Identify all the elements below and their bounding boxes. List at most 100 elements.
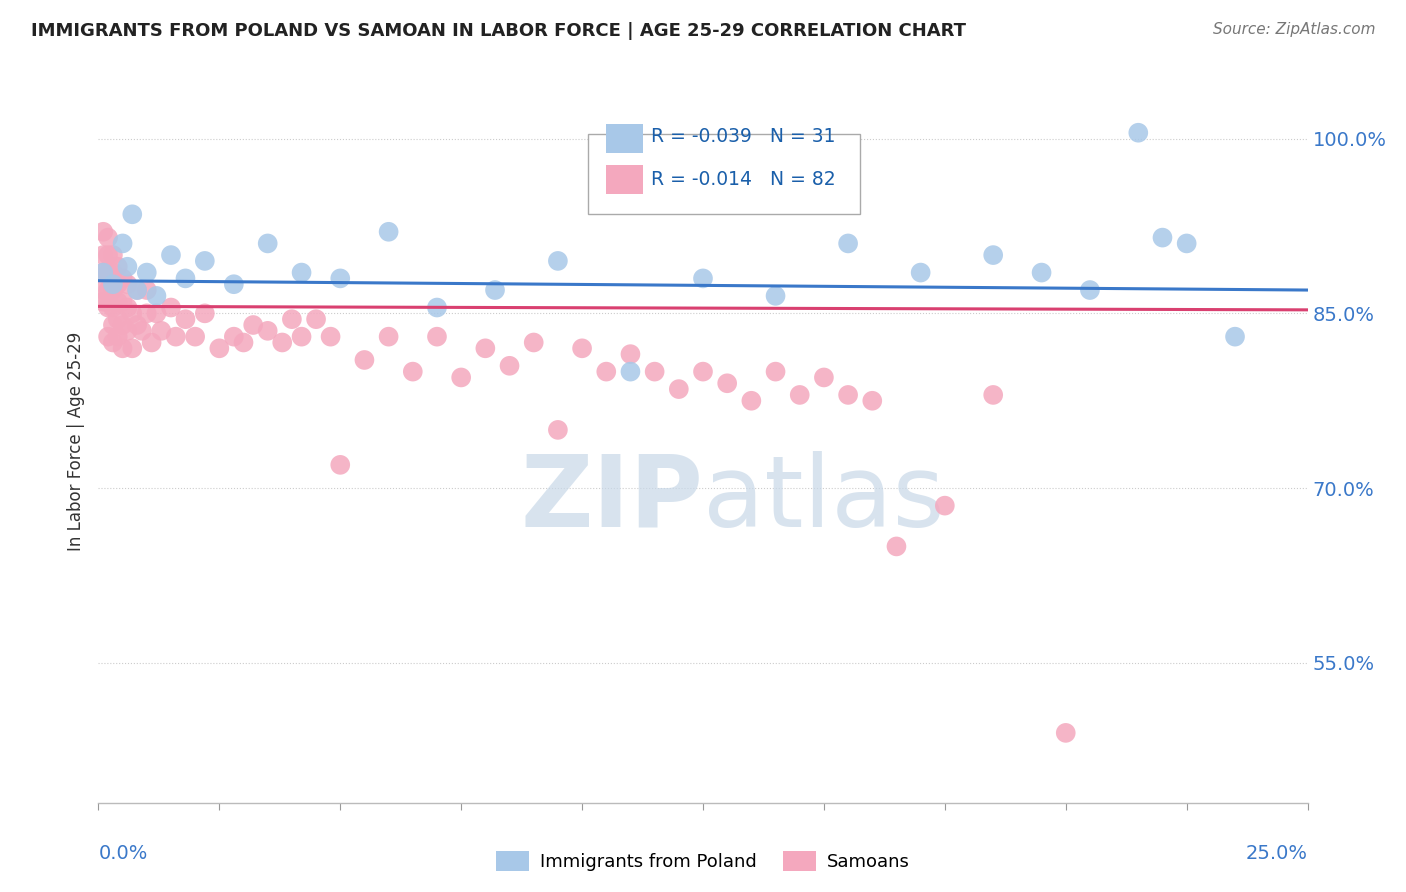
- Point: [194, 306, 217, 320]
- Point: [1031, 266, 1053, 280]
- Point: [208, 341, 231, 355]
- Text: Source: ZipAtlas.com: Source: ZipAtlas.com: [1212, 22, 1375, 37]
- Point: [1223, 329, 1246, 343]
- Point: [692, 271, 714, 285]
- Point: [91, 266, 114, 280]
- Point: [117, 277, 139, 292]
- Point: [145, 289, 167, 303]
- FancyBboxPatch shape: [606, 165, 643, 194]
- Point: [740, 393, 762, 408]
- Text: IMMIGRANTS FROM POLAND VS SAMOAN IN LABOR FORCE | AGE 25-29 CORRELATION CHART: IMMIGRANTS FROM POLAND VS SAMOAN IN LABO…: [31, 22, 966, 40]
- Point: [498, 359, 520, 373]
- Point: [329, 458, 352, 472]
- Point: [426, 301, 449, 315]
- Y-axis label: In Labor Force | Age 25-29: In Labor Force | Age 25-29: [67, 332, 86, 551]
- Point: [910, 266, 932, 280]
- Point: [860, 393, 883, 408]
- Point: [837, 236, 859, 251]
- Text: R = -0.014   N = 82: R = -0.014 N = 82: [651, 169, 835, 189]
- Point: [232, 335, 254, 350]
- Point: [619, 347, 641, 361]
- Point: [281, 312, 304, 326]
- Point: [101, 301, 124, 315]
- Point: [141, 335, 163, 350]
- Point: [127, 318, 149, 332]
- Point: [97, 283, 120, 297]
- Point: [242, 318, 264, 332]
- Point: [305, 312, 328, 326]
- Point: [107, 260, 129, 274]
- Point: [523, 335, 546, 350]
- Point: [377, 329, 399, 343]
- Point: [101, 335, 124, 350]
- Point: [644, 365, 666, 379]
- Point: [107, 277, 129, 292]
- Point: [101, 277, 124, 292]
- Point: [813, 370, 835, 384]
- Point: [107, 329, 129, 343]
- Point: [886, 540, 908, 554]
- Point: [107, 312, 129, 326]
- Point: [97, 294, 120, 309]
- Point: [450, 370, 472, 384]
- Text: 0.0%: 0.0%: [98, 844, 148, 863]
- Point: [127, 283, 149, 297]
- Point: [765, 289, 787, 303]
- Point: [111, 318, 134, 332]
- Point: [184, 329, 207, 343]
- Point: [402, 365, 425, 379]
- Point: [97, 230, 120, 244]
- Point: [97, 248, 120, 262]
- Point: [101, 248, 124, 262]
- Point: [117, 260, 139, 274]
- Text: R = -0.039   N = 31: R = -0.039 N = 31: [651, 128, 835, 146]
- Point: [121, 207, 143, 221]
- Point: [353, 353, 375, 368]
- Point: [290, 329, 312, 343]
- Point: [1054, 726, 1077, 740]
- Point: [668, 382, 690, 396]
- Point: [981, 248, 1004, 262]
- Point: [271, 335, 294, 350]
- Point: [97, 266, 120, 280]
- Point: [547, 423, 569, 437]
- Point: [127, 283, 149, 297]
- Text: 25.0%: 25.0%: [1246, 844, 1308, 863]
- Point: [121, 341, 143, 355]
- Point: [474, 341, 496, 355]
- Point: [290, 266, 312, 280]
- Point: [91, 283, 114, 297]
- Point: [111, 341, 134, 355]
- Point: [765, 365, 787, 379]
- Point: [194, 254, 217, 268]
- Point: [1175, 236, 1198, 251]
- Point: [692, 365, 714, 379]
- Point: [91, 248, 114, 262]
- Point: [135, 306, 157, 320]
- Point: [377, 225, 399, 239]
- Point: [101, 318, 124, 332]
- Point: [165, 329, 187, 343]
- Point: [789, 388, 811, 402]
- Point: [150, 324, 173, 338]
- Point: [101, 283, 124, 297]
- Point: [117, 301, 139, 315]
- Point: [91, 294, 114, 309]
- Point: [97, 301, 120, 315]
- Point: [91, 266, 114, 280]
- Point: [716, 376, 738, 391]
- Point: [1128, 126, 1150, 140]
- Text: atlas: atlas: [703, 450, 945, 548]
- Point: [97, 329, 120, 343]
- Point: [484, 283, 506, 297]
- Point: [222, 277, 245, 292]
- Point: [571, 341, 593, 355]
- Point: [121, 306, 143, 320]
- Point: [160, 301, 183, 315]
- Text: ZIP: ZIP: [520, 450, 703, 548]
- Point: [256, 324, 278, 338]
- Point: [160, 248, 183, 262]
- Point: [256, 236, 278, 251]
- Point: [547, 254, 569, 268]
- Point: [107, 294, 129, 309]
